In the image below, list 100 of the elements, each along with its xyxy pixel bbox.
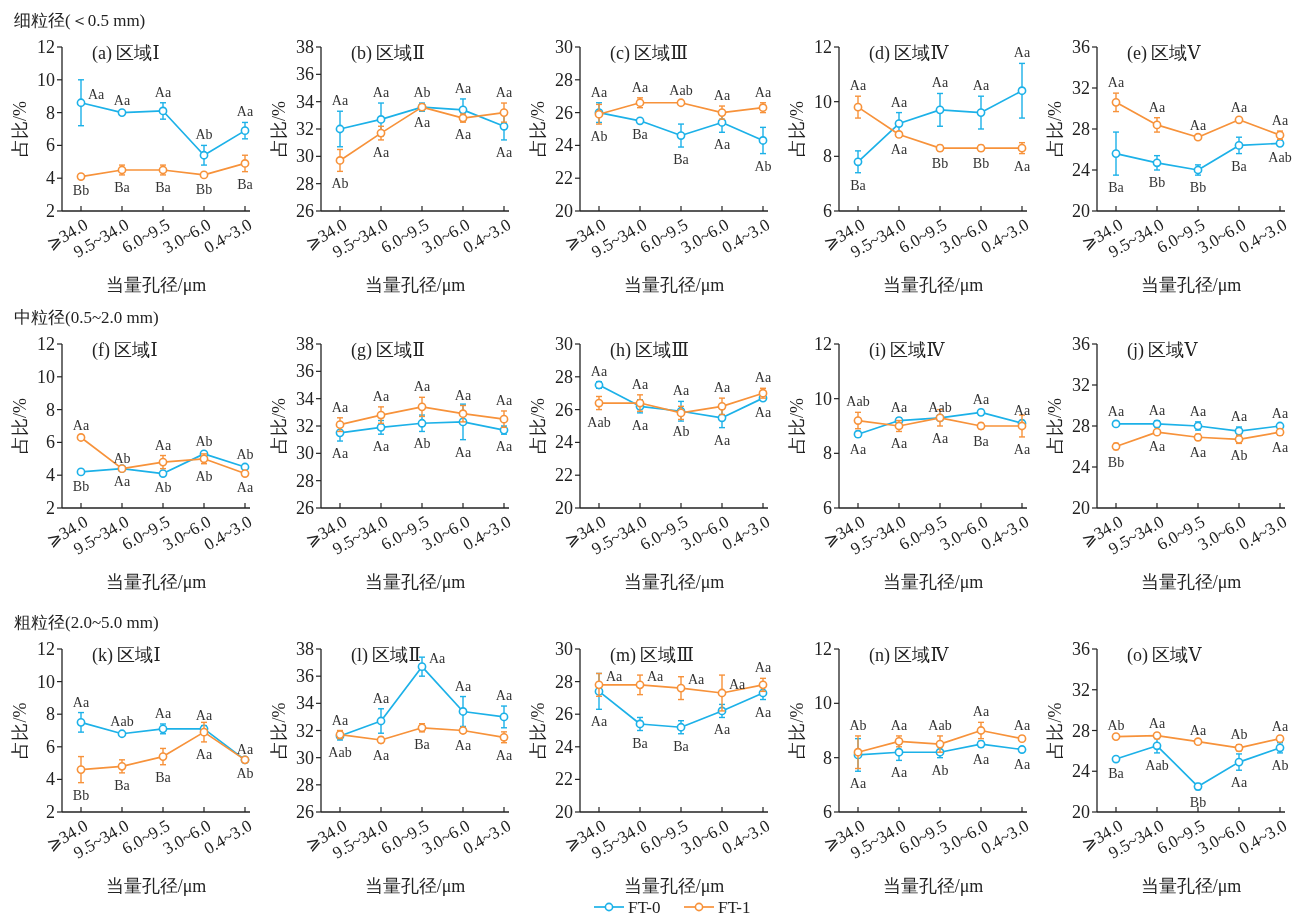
data-label: Aa [754,404,772,420]
y-axis-title: 占比/% [528,398,548,454]
y-tick-label: 8 [46,102,55,123]
data-label: Aa [931,75,949,91]
data-label: Bb [1148,175,1166,190]
data-label: Aa [972,391,990,407]
y-axis-title: 占比/% [528,702,548,759]
data-label: Aa [931,431,949,446]
y-axis-title: 占比/% [10,101,30,157]
data-label: Aa [454,444,472,460]
y-tick-label: 34 [296,388,314,409]
data-label: Ab [195,434,213,450]
y-tick-label: 12 [814,334,832,354]
data-label: Ba [632,735,649,751]
data-label: Aa [413,114,431,130]
y-tick-label: 10 [37,671,55,692]
data-label: Aa [372,439,390,455]
data-label: Ba [1108,180,1125,196]
data-label: Ba [1231,158,1248,174]
y-tick-label: 12 [37,334,55,354]
data-label: Ba [414,736,431,752]
y-axis-title: 占比/% [1045,101,1065,157]
chart-title: (m) 区域Ⅲ [610,645,694,666]
chart-title: (n) 区域Ⅳ [869,645,950,666]
data-label: Aa [972,704,990,720]
data-label: Aa [372,144,390,160]
data-label: Aa [413,379,431,395]
data-label: Aa [429,650,447,666]
y-tick-label: 24 [555,736,573,757]
y-tick-label: 4 [46,168,55,189]
y-tick-label: 36 [1072,37,1090,57]
data-label: Aa [1148,99,1166,115]
data-label: Aa [890,717,908,733]
data-label: Aa [495,85,513,101]
data-label: Ab [413,436,431,452]
data-label: Ba [673,152,690,168]
y-tick-label: 28 [555,366,573,387]
data-label: Aa [1013,441,1031,457]
y-tick-label: 26 [296,201,314,221]
y-tick-label: 8 [823,443,832,464]
data-label: Ab [1230,448,1248,464]
data-label: Aa [754,704,772,720]
y-tick-label: 30 [555,37,573,57]
data-label: Aa [1013,757,1031,773]
y-tick-label: 38 [296,37,314,57]
data-label: Ba [632,127,649,143]
data-label: Bb [972,155,990,171]
y-tick-label: 20 [1072,802,1090,822]
data-label: Aa [647,668,665,684]
y-tick-label: 32 [1072,375,1090,395]
y-axis-title: 占比/% [10,702,30,759]
y-tick-label: 30 [296,146,314,167]
data-label: Aa [1013,402,1031,418]
chart-subtitle: 细粒径(＜0.5 mm) [14,11,146,30]
data-label: Aa [495,747,513,763]
data-label: Aa [236,480,254,496]
data-label: Ab [236,766,254,782]
y-tick-label: 38 [296,334,314,354]
data-label: Ba [155,769,172,785]
y-axis-title: 占比/% [269,702,289,759]
data-label: Aa [1230,99,1248,115]
x-axis-title: 当量孔径/μm [1140,275,1242,295]
data-label: Aab [1145,757,1169,773]
y-tick-label: 2 [46,201,55,221]
data-label: Ab [154,480,172,496]
data-label: Ba [973,433,990,449]
y-tick-label: 6 [46,135,55,156]
data-label: Aa [88,86,106,102]
data-label: Ab [195,468,213,484]
data-label: Aa [590,363,608,379]
chart-title: (f) 区域Ⅰ [92,340,158,361]
data-label: Aa [1271,718,1289,734]
y-axis-title: 占比/% [787,702,807,759]
data-label: Aa [1271,405,1289,421]
y-tick-label: 28 [296,173,314,194]
data-label: Aab [846,394,870,410]
data-label: Aa [454,678,472,694]
chart-title: (a) 区域Ⅰ [92,43,160,64]
data-label: Ba [114,777,131,793]
y-tick-label: 2 [46,498,55,518]
x-axis-title: 当量孔径/μm [623,275,725,295]
data-label: Bb [72,183,90,199]
x-axis-title: 当量孔径/μm [1140,876,1242,896]
y-tick-label: 4 [46,769,55,790]
y-tick-label: 20 [555,802,573,822]
y-tick-label: 8 [46,704,55,725]
data-label: Ba [673,738,690,754]
data-label: Bb [72,787,90,803]
chart-title: (e) 区域Ⅴ [1127,43,1202,64]
y-tick-label: 28 [1072,416,1090,436]
y-tick-label: 6 [823,201,832,221]
data-label: Aa [849,78,867,94]
data-label: Bb [1107,454,1125,470]
x-axis-title: 当量孔径/μm [364,275,466,295]
y-tick-label: 6 [46,432,55,453]
chart-title: (b) 区域Ⅱ [351,43,425,64]
y-tick-label: 8 [46,399,55,420]
y-tick-label: 34 [296,91,314,112]
data-label: Aa [713,88,731,104]
data-label: Ab [413,85,431,101]
